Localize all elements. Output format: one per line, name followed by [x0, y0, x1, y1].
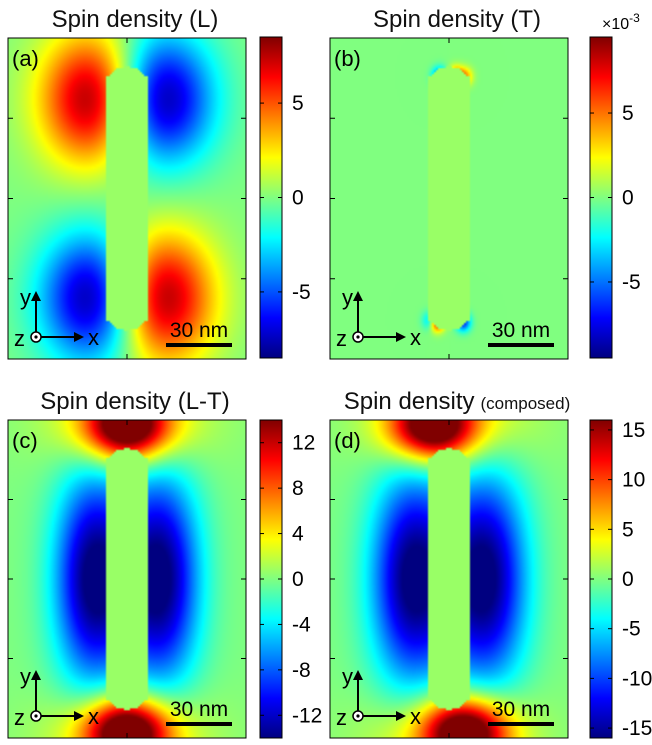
panel-title-main: Spin density (T)	[373, 6, 541, 33]
heatmap-image	[8, 38, 246, 359]
colorbar-tick-label: 4	[292, 523, 304, 546]
colorbar-tick-label: -8	[292, 659, 311, 682]
colorbar-tick-label: -4	[292, 613, 311, 636]
x-axis-label: x	[88, 704, 99, 729]
z-dot	[356, 335, 360, 339]
x-arrow-head	[74, 332, 84, 342]
panel-title: Spin density (L-T)	[40, 388, 229, 415]
y-arrow-head	[31, 670, 41, 680]
colorbar-tick-label: 0	[622, 568, 634, 591]
panel-title-main: Spin density (L)	[52, 6, 219, 33]
x-axis-label: x	[410, 325, 421, 350]
heatmap-image	[330, 420, 568, 738]
colorbar-tick-label: 5	[622, 102, 634, 125]
scale-bar-label: 30 nm	[492, 698, 550, 721]
panel-title: Spin density (T)	[373, 6, 541, 33]
colorbar-tick-label: -15	[622, 717, 652, 740]
z-dot	[34, 714, 38, 718]
x-arrow-head	[396, 711, 406, 721]
colorbar-tick-label: 0	[622, 187, 634, 210]
panel-c: Spin density (L-T)(c) y x z 30 nm 12 8 4 0 -4 -8 -1…	[7, 388, 322, 739]
colorbar-tick-label: 8	[292, 477, 304, 500]
panel-d: Spin density (composed) (d) y x z 30 nm 15 10 5 0 -…	[329, 388, 652, 740]
scale-bar-label: 30 nm	[170, 319, 228, 342]
z-axis-label: z	[14, 705, 25, 730]
y-arrow-head	[31, 291, 41, 301]
y-axis-label: y	[342, 664, 353, 689]
colorbar-tick-label: 5	[622, 518, 634, 541]
panel-title: Spin density (L)	[52, 6, 219, 33]
panel-title-main: Spin density (L-T)	[40, 388, 229, 415]
colorbar-tick-label: 0	[292, 568, 304, 591]
heatmap-image	[330, 38, 568, 359]
colorbar-tick-label: 5	[292, 92, 304, 115]
x-axis-label: x	[88, 325, 99, 350]
x-arrow-head	[74, 711, 84, 721]
colorbar-tick-label: -10	[622, 667, 652, 690]
colorbar-tick-label: -5	[622, 618, 641, 641]
y-arrow-head	[353, 291, 363, 301]
panel-title-suffix: (composed)	[480, 394, 570, 413]
x-arrow-head	[396, 332, 406, 342]
panel-b: Spin density (T) (b) y x z 30 nm 5 0 -5 ×10-3	[329, 6, 641, 360]
y-arrow-head	[353, 670, 363, 680]
panel-label: (a)	[12, 46, 39, 71]
heatmap-image	[8, 420, 246, 738]
colorbar-tick-label: 0	[292, 187, 304, 210]
y-axis-label: y	[20, 285, 31, 310]
y-axis-label: y	[342, 285, 353, 310]
z-dot	[356, 714, 360, 718]
scale-bar-label: 30 nm	[492, 319, 550, 342]
scale-bar-label: 30 nm	[170, 698, 228, 721]
z-axis-label: z	[14, 326, 25, 351]
z-dot	[34, 335, 38, 339]
colorbar-tick-label: 12	[292, 432, 315, 455]
panel-a: Spin density (L) (a) y x z 30 nm 5 0 -5	[7, 6, 311, 360]
panel-title: Spin density (composed)	[344, 388, 571, 415]
panel-label: (b)	[334, 46, 361, 71]
panel-label: (c)	[12, 428, 38, 453]
colorbar-tick-label: -5	[622, 271, 641, 294]
z-axis-label: z	[336, 326, 347, 351]
colorbar-tick-label: -5	[292, 281, 311, 304]
colorbar-multiplier: ×10-3	[602, 11, 640, 33]
colorbar-tick-label: 15	[622, 419, 645, 442]
panel-label: (d)	[334, 428, 361, 453]
panel-title-main: Spin density	[344, 388, 475, 415]
colorbar-tick-label: -12	[292, 704, 322, 727]
multiplier-base: ×10	[602, 16, 629, 33]
colorbar-tick-label: 10	[622, 469, 645, 492]
multiplier-exponent: -3	[629, 11, 640, 25]
y-axis-label: y	[20, 664, 31, 689]
z-axis-label: z	[336, 705, 347, 730]
x-axis-label: x	[410, 704, 421, 729]
